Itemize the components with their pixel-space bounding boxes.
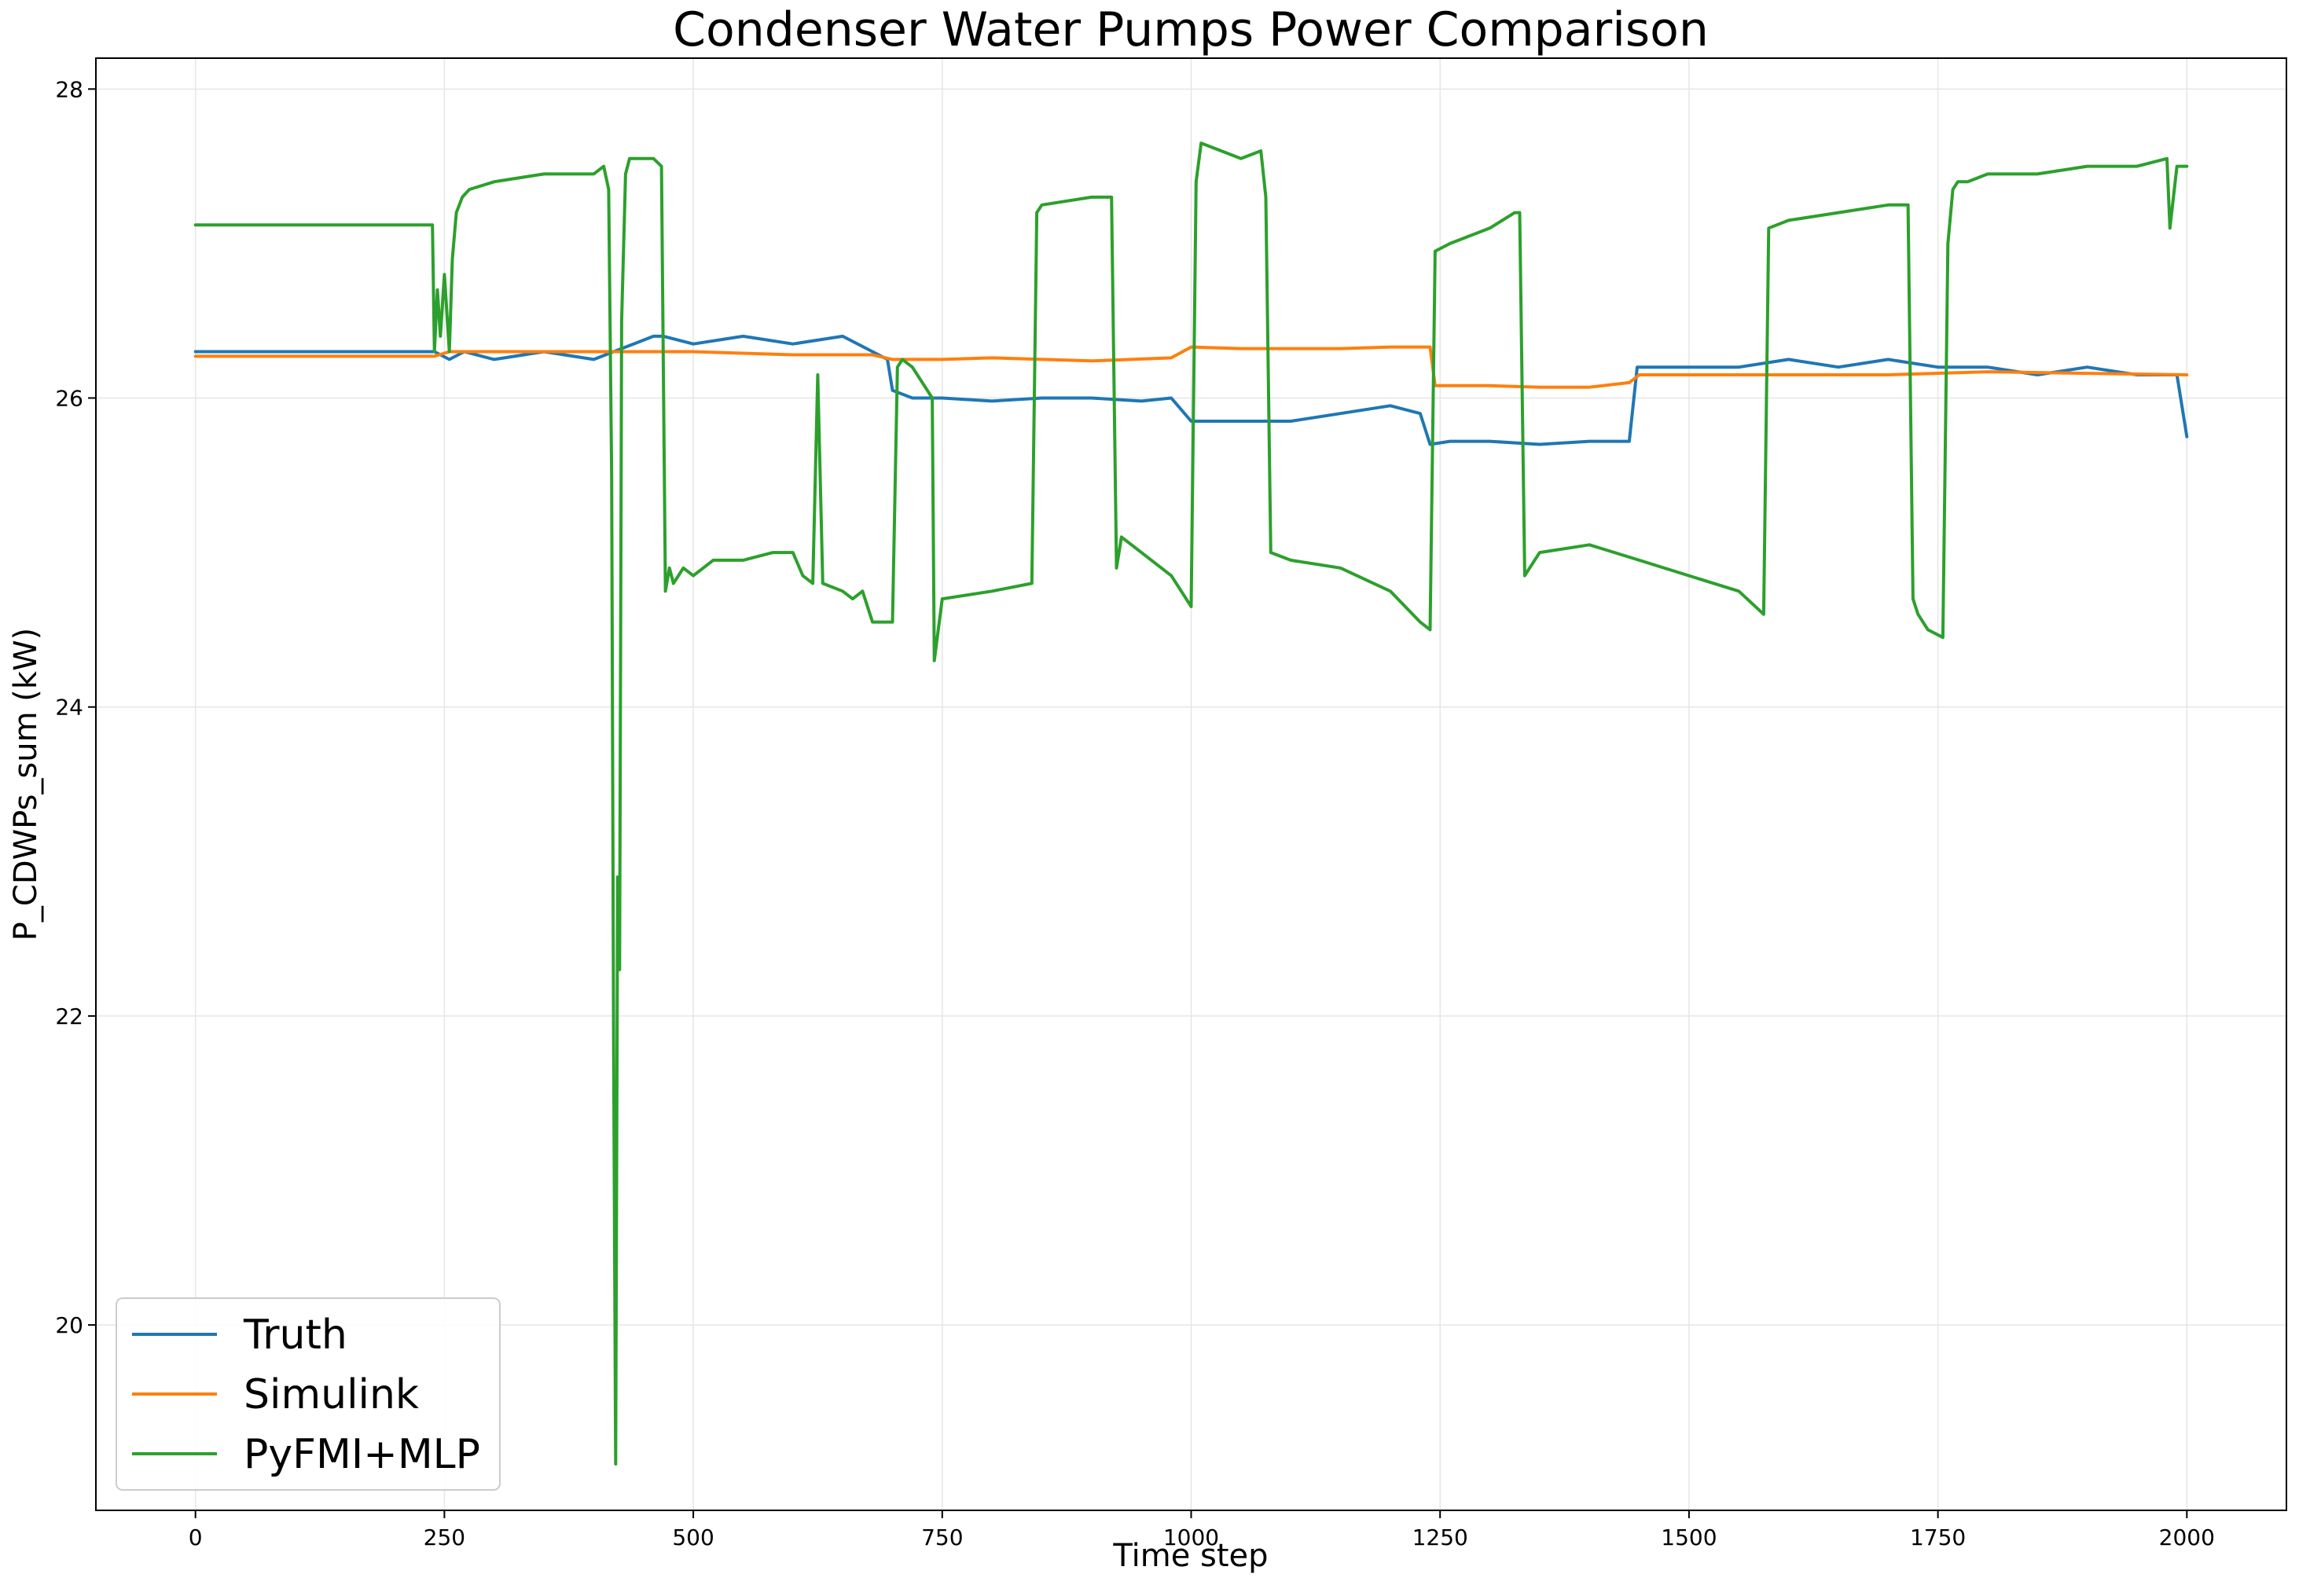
- x-tick-label: 500: [672, 1524, 714, 1550]
- y-tick-label: 20: [55, 1312, 83, 1338]
- x-axis-ticks: 0 250 500 750 1000 1250 1500 1750 2000: [189, 1510, 2215, 1550]
- x-tick-label: 1250: [1412, 1524, 1468, 1550]
- y-tick-label: 24: [55, 695, 83, 721]
- x-tick-label: 2000: [2159, 1524, 2215, 1550]
- legend-label: Simulink: [244, 1371, 419, 1418]
- x-tick-label: 750: [921, 1524, 963, 1550]
- legend: Truth Simulink PyFMI+MLP: [116, 1297, 501, 1491]
- legend-label: Truth: [243, 1312, 347, 1359]
- legend-label: PyFMI+MLP: [244, 1431, 480, 1478]
- x-tick-label: 1500: [1661, 1524, 1717, 1550]
- y-tick-label: 26: [55, 386, 83, 412]
- x-tick-label: 1000: [1163, 1524, 1219, 1550]
- y-tick-label: 22: [55, 1003, 83, 1029]
- series-line-simulink: [193, 345, 2189, 389]
- chart-title: Condenser Water Pumps Power Comparison: [673, 2, 1709, 57]
- y-tick-label: 28: [55, 76, 83, 102]
- x-tick-label: 250: [424, 1524, 465, 1550]
- x-axis-label: Time step: [1112, 1538, 1268, 1574]
- series-layer: [193, 141, 2189, 1466]
- x-tick-label: 1750: [1910, 1524, 1966, 1550]
- y-axis-ticks: 20 22 24 26 28: [55, 76, 96, 1338]
- grid: [96, 58, 2286, 1510]
- y-axis-label: P_CDWPs_sum (kW): [8, 628, 44, 941]
- legend-box: [116, 1297, 501, 1491]
- series-line-truth: [193, 334, 2189, 446]
- x-tick-label: 0: [189, 1524, 203, 1550]
- series-line-pyfmi-mlp: [193, 141, 2189, 1466]
